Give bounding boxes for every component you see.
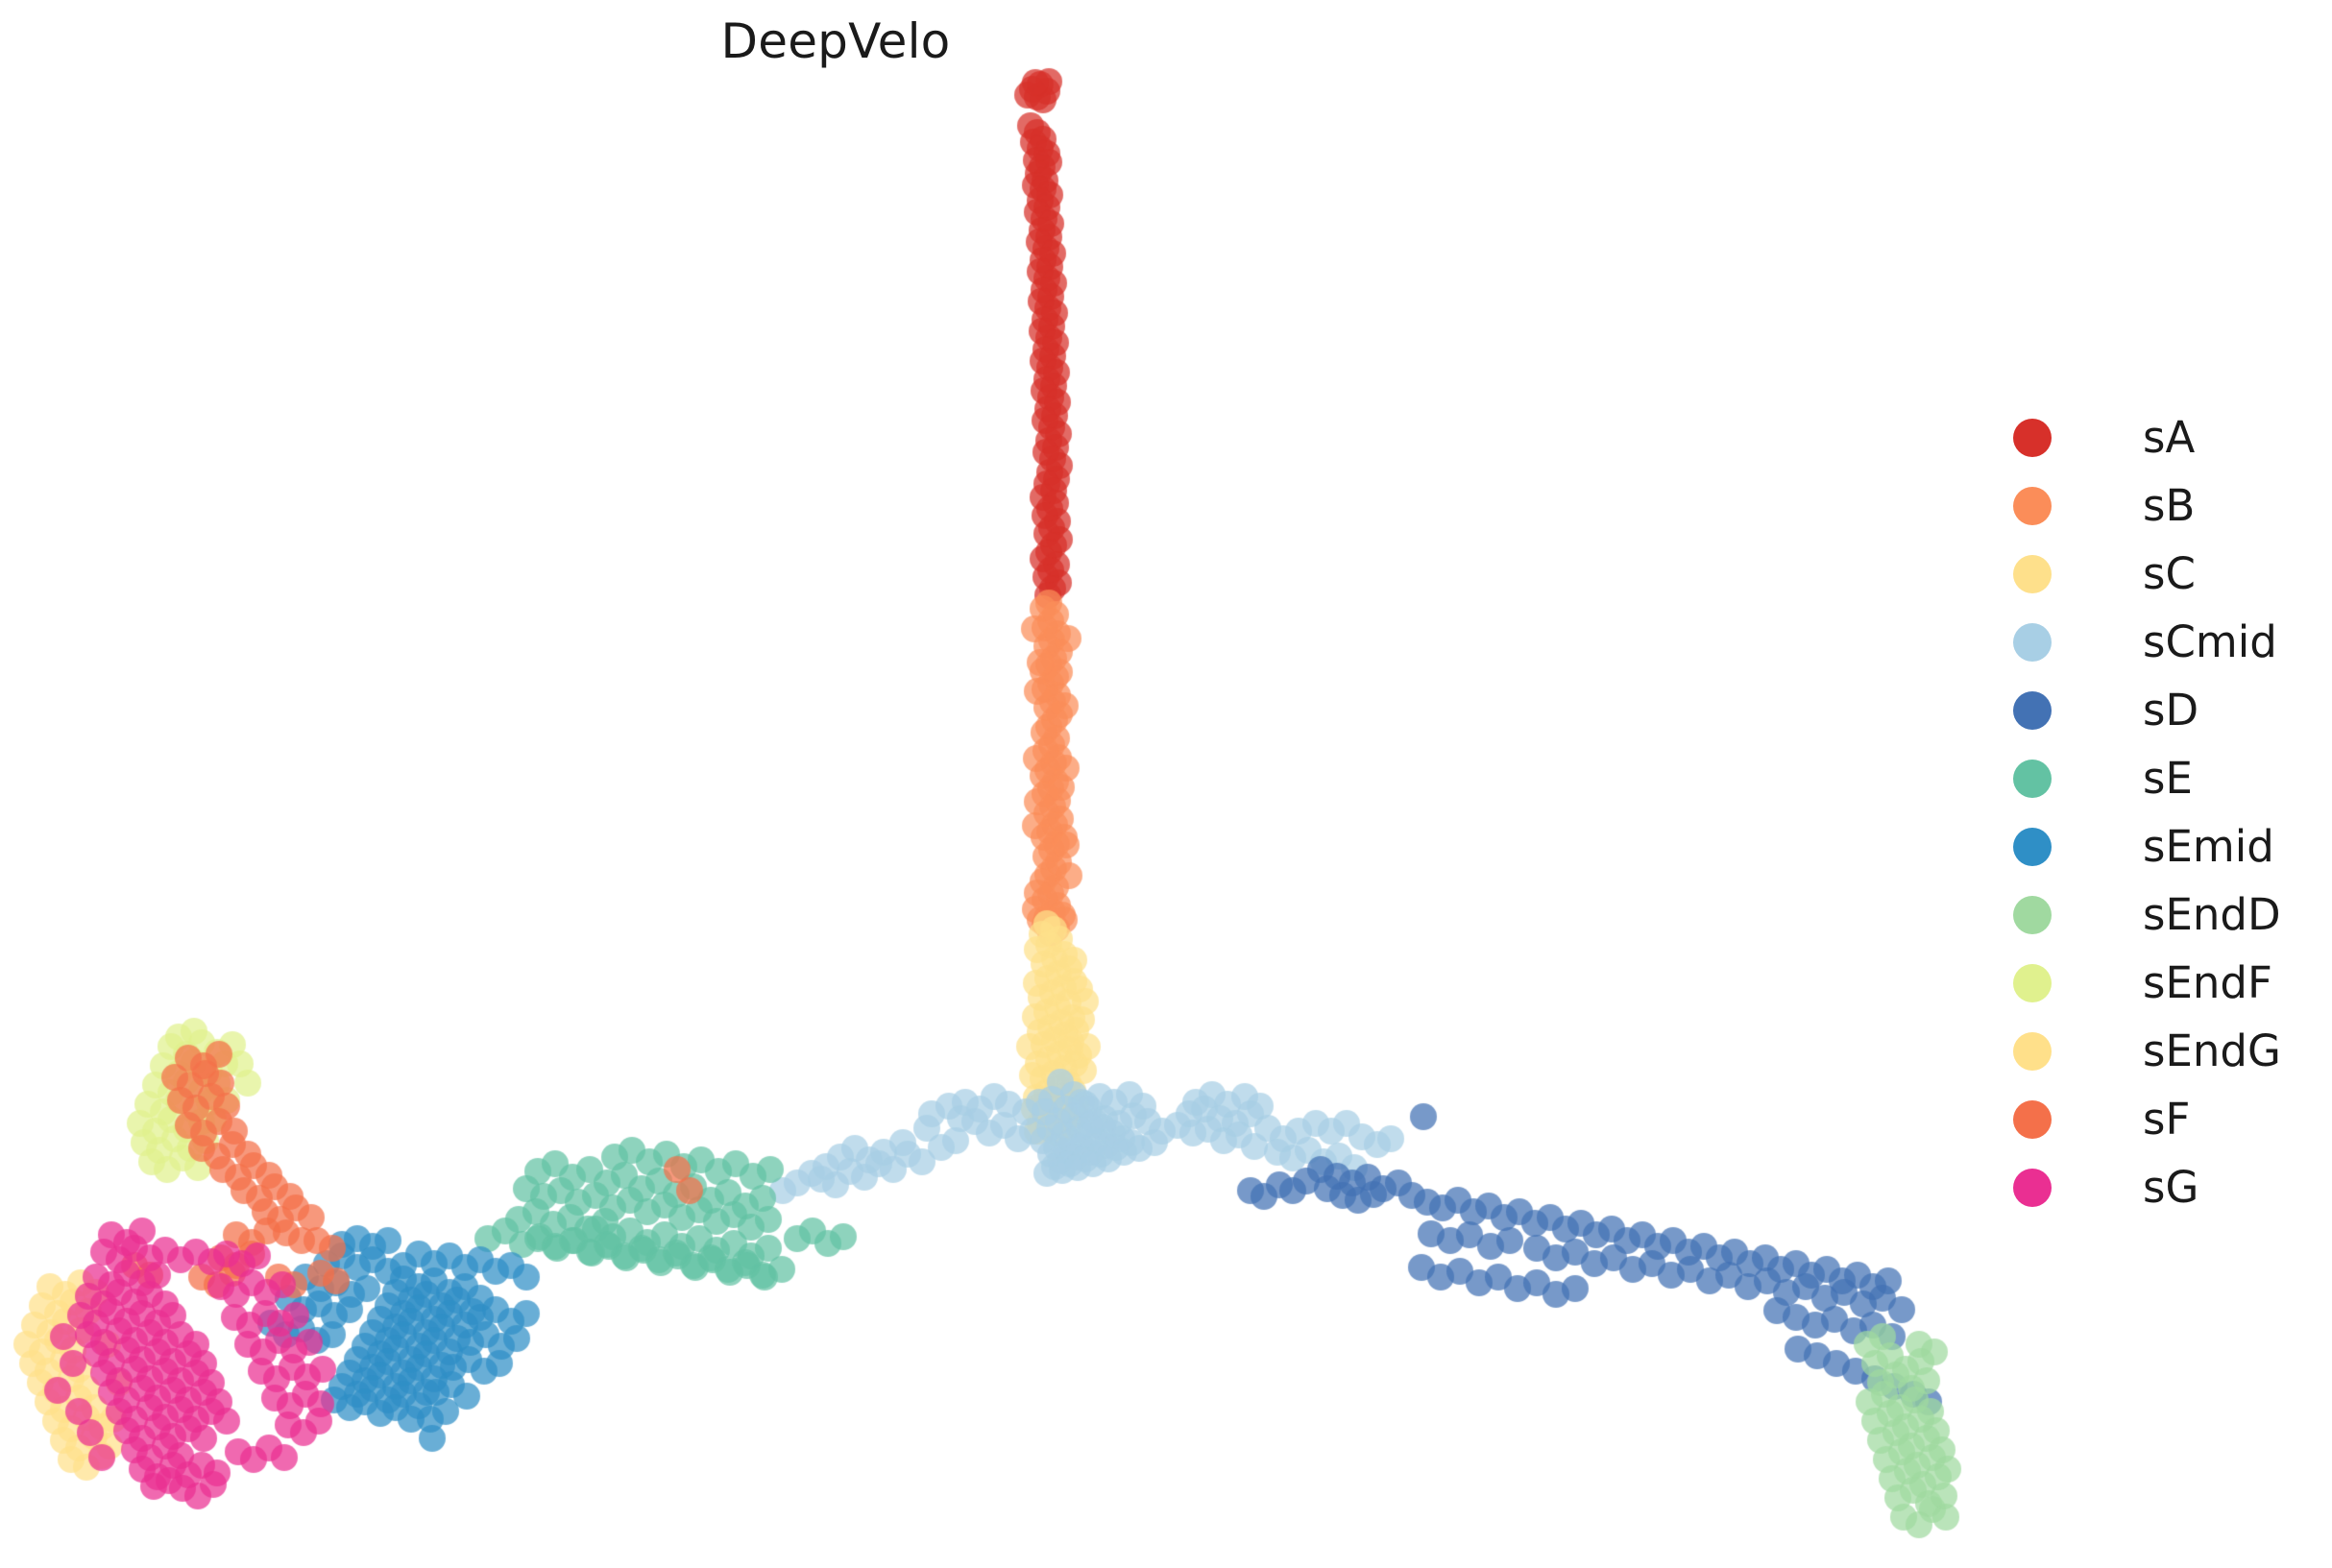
legend-swatch-icon	[2013, 1031, 2052, 1071]
legend-entry-sG[interactable]: sG	[2013, 1153, 2330, 1221]
legend-entry-sF[interactable]: sF	[2013, 1085, 2330, 1153]
legend-label: sA	[2143, 412, 2196, 463]
legend-swatch-icon	[2013, 486, 2052, 525]
legend-entry-sEndF[interactable]: sEndF	[2013, 949, 2330, 1017]
legend-label: sB	[2143, 480, 2196, 531]
legend-label: sE	[2143, 753, 2193, 804]
legend-swatch-icon	[2013, 759, 2052, 798]
legend-entry-sA[interactable]: sA	[2013, 403, 2330, 471]
legend: sA sB sC sCmid sD sE sEmid sEndD sEndF sEndG sF sG	[2013, 403, 2330, 1221]
legend-entry-sD[interactable]: sD	[2013, 676, 2330, 744]
legend-label: sEndG	[2143, 1025, 2281, 1076]
legend-label: sD	[2143, 685, 2199, 736]
legend-entry-sEndD[interactable]: sEndD	[2013, 880, 2330, 949]
legend-label: sG	[2143, 1162, 2199, 1213]
legend-swatch-icon	[2013, 554, 2052, 593]
legend-entry-sB[interactable]: sB	[2013, 471, 2330, 540]
legend-entry-sCmid[interactable]: sCmid	[2013, 608, 2330, 676]
legend-label: sCmid	[2143, 616, 2277, 667]
legend-entry-sC[interactable]: sC	[2013, 540, 2330, 608]
legend-swatch-icon	[2013, 1099, 2052, 1139]
legend-swatch-icon	[2013, 963, 2052, 1002]
legend-swatch-icon	[2013, 895, 2052, 934]
legend-entry-sE[interactable]: sE	[2013, 744, 2330, 812]
legend-label: sF	[2143, 1094, 2191, 1145]
legend-swatch-icon	[2013, 690, 2052, 730]
scatter-points-canvas	[0, 0, 1979, 1568]
legend-entry-sEndG[interactable]: sEndG	[2013, 1017, 2330, 1085]
legend-swatch-icon	[2013, 622, 2052, 662]
legend-swatch-icon	[2013, 1168, 2052, 1207]
legend-entry-sEmid[interactable]: sEmid	[2013, 812, 2330, 880]
plot-area	[0, 0, 1979, 1568]
legend-swatch-icon	[2013, 827, 2052, 866]
legend-label: sC	[2143, 548, 2196, 599]
legend-label: sEmid	[2143, 821, 2274, 872]
legend-swatch-icon	[2013, 418, 2052, 457]
legend-label: sEndD	[2143, 889, 2281, 940]
legend-label: sEndF	[2143, 957, 2272, 1008]
